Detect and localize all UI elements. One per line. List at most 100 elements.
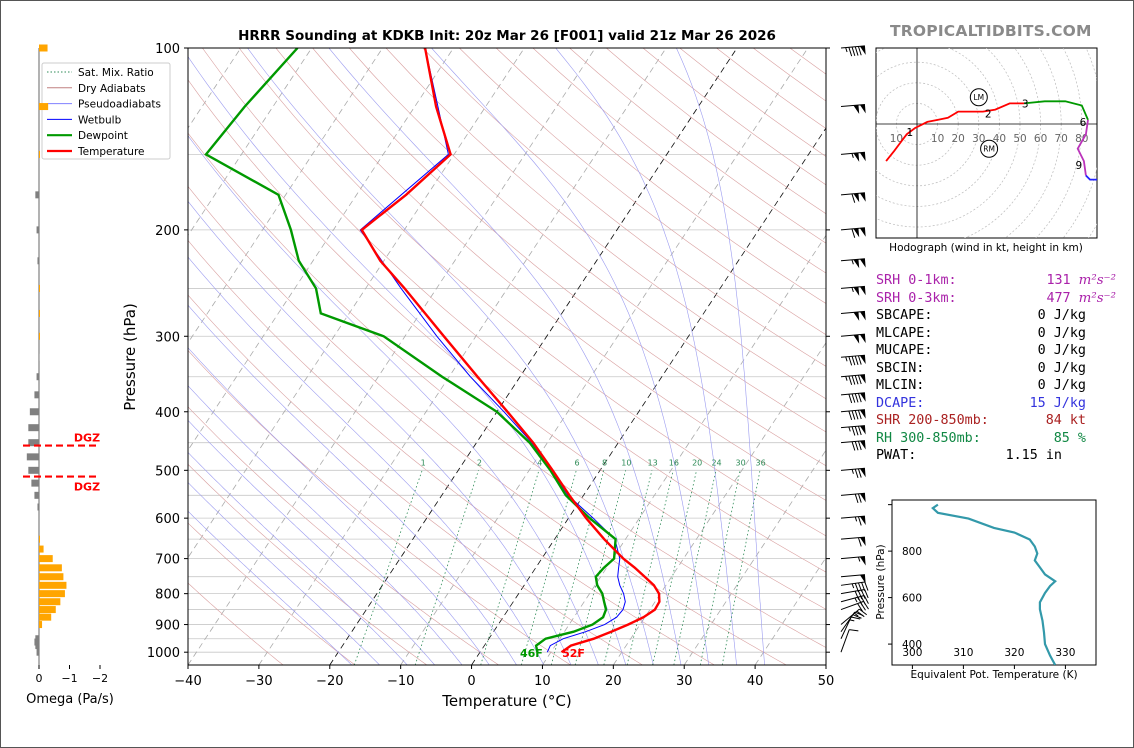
barb-flag: [859, 537, 866, 547]
barb-flag: [859, 574, 866, 584]
barb-full: [851, 426, 856, 436]
skewt-axes: −40 −30 −20 −10 0 10 20 30 40 50 100 200 300 400 500 60…: [121, 42, 834, 710]
stat-label: MLCAPE:: [876, 325, 933, 341]
surface-dewpoint-label: 46F: [520, 647, 543, 660]
hodograph-ring-label: 50: [1013, 133, 1026, 145]
stat-value: 15 J/kg: [1029, 395, 1086, 411]
barb-flag: [859, 227, 866, 237]
barb-half: [854, 612, 859, 617]
stat-value: 0 J/kg: [1037, 308, 1086, 323]
x-tick-label: 0: [467, 674, 475, 689]
omega-bar-rising: [39, 332, 40, 340]
stat-row: MLCAPE: 0 J/kg: [876, 325, 1126, 343]
barb-full: [857, 393, 862, 403]
barb-half: [851, 583, 855, 589]
barb-flag: [859, 311, 866, 321]
barb-half: [851, 287, 854, 293]
hodograph-ring-label: 70: [1055, 133, 1068, 145]
barb-full: [848, 393, 853, 404]
barb-full: [854, 375, 859, 385]
surface-labels: 46F 52F: [520, 647, 585, 660]
x-tick-label: 10: [534, 674, 551, 689]
temperature-line: [360, 48, 661, 654]
hodograph-height-label: 2: [985, 109, 992, 121]
dewpoint-line: [204, 48, 617, 653]
wind-barb: [840, 354, 866, 366]
omega-bar-rising: [39, 598, 61, 606]
isotherm-line: [754, 556, 826, 665]
stat-label: SRH 0-1km:: [876, 273, 957, 288]
legend-label: Dry Adiabats: [78, 83, 146, 95]
theta-e-panel: 300 310 320 330 400 600 800 Equivalent Pot. Tem…: [875, 499, 1097, 681]
hodograph-trace: [885, 102, 1025, 162]
stat-row: DCAPE: 15 J/kg: [876, 395, 1126, 413]
mixing-ratio-line: [673, 470, 717, 665]
dry-adiabat: [188, 522, 356, 665]
pseudoadiabat: [188, 347, 490, 665]
stat-row: MLCIN: 0 J/kg: [876, 377, 1126, 395]
barb-shaft: [840, 629, 850, 653]
y-tick-label: 300: [155, 330, 180, 345]
wind-barb: [840, 574, 866, 584]
barb-full: [861, 589, 866, 599]
brand-watermark: TROPICALTIDBITS.COM: [890, 22, 1092, 40]
omega-bar-rising: [39, 555, 53, 563]
barb-flag: [853, 334, 860, 344]
y-tick-label: 100: [155, 42, 180, 57]
barb-shaft: [840, 103, 865, 108]
storm-motion-label: LM: [973, 93, 984, 102]
dry-adiabat: [188, 185, 787, 665]
dgz-label-bottom: DGZ: [74, 481, 100, 494]
omega-bar-sinking: [28, 439, 39, 447]
wind-barb: [840, 151, 866, 162]
x-axis-label: Temperature (°C): [441, 692, 571, 710]
omega-bar-rising: [39, 309, 40, 317]
hodograph-height-label: 6: [1080, 117, 1087, 129]
barb-full: [857, 582, 863, 592]
omega-bar-sinking: [36, 226, 39, 234]
barb-full: [851, 393, 856, 403]
omega-bar-sinking: [31, 479, 39, 487]
pseudoadiabat: [188, 482, 380, 665]
barb-flag: [853, 193, 860, 203]
omega-bar-rising: [39, 621, 43, 629]
barb-flag: [853, 311, 860, 321]
barb-full: [851, 616, 861, 620]
omega-bar-sinking: [36, 373, 39, 381]
y-axis-label: Pressure (hPa): [121, 303, 139, 411]
theta-e-x-tick-label: 320: [1004, 647, 1024, 659]
mixing-ratio-line: [550, 470, 605, 665]
stat-label: SBCAPE:: [876, 308, 933, 323]
dry-adiabat: [349, 48, 826, 433]
barb-flag: [853, 228, 860, 238]
wind-barb: [840, 333, 866, 344]
isotherm-line: [400, 48, 809, 665]
barb-full: [864, 581, 869, 591]
barb-flag: [853, 259, 860, 269]
pseudoadiabat: [188, 56, 627, 665]
y-tick-label: 700: [155, 553, 180, 568]
legend-label: Pseudoadiabats: [78, 99, 161, 111]
mixing-ratio-label: 30: [736, 459, 746, 468]
omega-bar-rising: [39, 573, 64, 581]
isotherm-line: [0, 48, 28, 665]
wind-barb: [840, 629, 859, 653]
barb-flag: [859, 374, 866, 384]
omega-x-tick-label: 0: [36, 672, 43, 685]
barb-full: [854, 493, 859, 504]
hodograph-trace: [1085, 174, 1097, 181]
stat-value: 85 %: [1053, 430, 1086, 446]
stat-value: 1.15 in: [1005, 448, 1062, 463]
barb-full: [854, 468, 859, 479]
x-tick-label: 30: [676, 674, 693, 689]
barb-full: [854, 410, 859, 420]
stat-row: MUCAPE: 0 J/kg: [876, 342, 1126, 360]
theta-e-x-tick-label: 300: [902, 647, 922, 659]
barb-half: [854, 597, 858, 603]
stat-label: SBCIN:: [876, 360, 925, 376]
barb-full: [861, 582, 866, 592]
stat-label: SHR 200-850mb:: [876, 413, 989, 428]
barb-full: [857, 537, 862, 547]
stat-label: PWAT:: [876, 448, 917, 463]
dry-adiabat: [495, 48, 826, 304]
